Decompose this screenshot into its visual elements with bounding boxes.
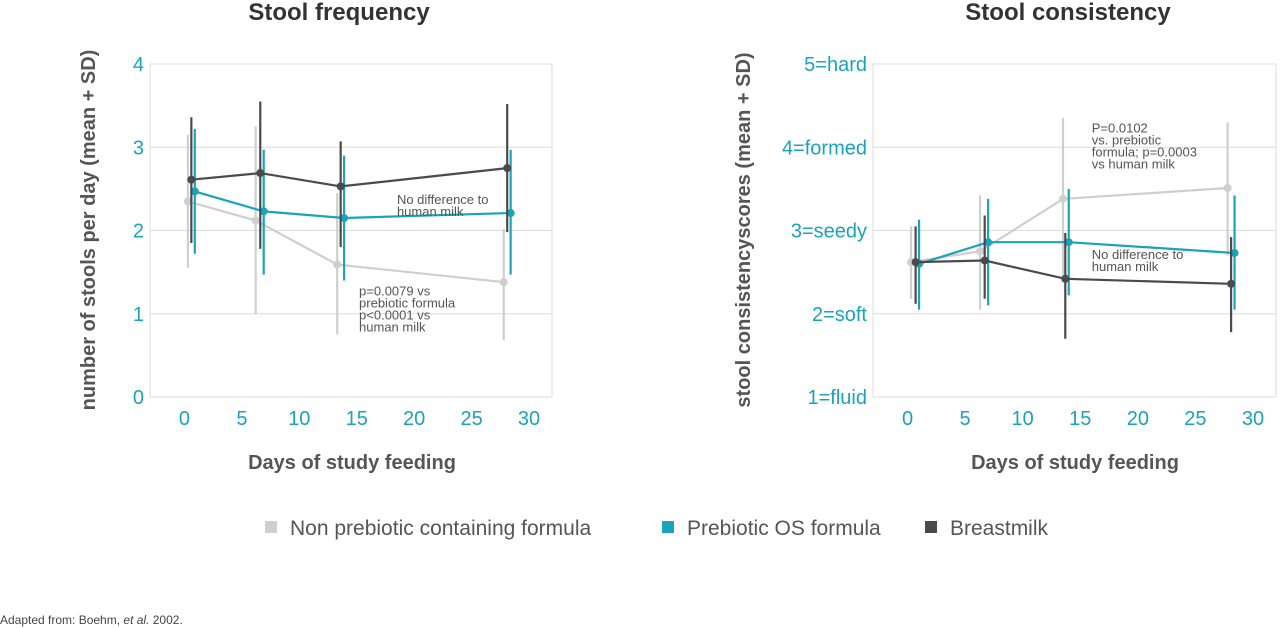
data-point	[1227, 279, 1236, 288]
data-point	[1061, 274, 1070, 283]
x-tick-label: 20	[1127, 408, 1149, 430]
data-point	[976, 247, 985, 256]
legend: Non prebiotic containing formula Prebioti…	[265, 517, 1049, 540]
source-italic: et al.	[123, 613, 149, 627]
x-tick-label: 15	[1069, 408, 1091, 430]
y-tick-label: 4	[133, 54, 144, 76]
annotation: p=0.0079 vs prebiotic formula p<0.0001 vs h…	[359, 283, 456, 334]
legend-swatch	[265, 521, 277, 533]
y-tick-label: 2=soft	[812, 304, 867, 326]
x-tick-label: 15	[346, 408, 368, 430]
x-tick-label: 10	[288, 408, 310, 430]
chart-title: Stool consistency	[965, 0, 1171, 26]
y-tick-label: 3=seedy	[791, 221, 867, 243]
x-tick-label: 10	[1012, 408, 1034, 430]
legend-label: Non prebiotic containing formula	[290, 517, 591, 540]
x-tick-label: 20	[403, 408, 425, 430]
y-axis-label: stool consistencyscores (mean + SD)	[733, 52, 755, 407]
x-tick-label: 30	[1242, 408, 1264, 430]
stool-consistency-chart: Stool consistency Days of study feeding …	[733, 0, 1277, 474]
data-point	[911, 258, 920, 267]
annotation-line: p<0.0001 vs	[359, 307, 431, 322]
series-line	[191, 167, 508, 188]
data-point	[256, 169, 265, 178]
data-point	[190, 187, 199, 196]
source-suffix: 2002.	[149, 613, 182, 627]
annotation: No difference to human milk	[397, 192, 489, 219]
data-point	[503, 164, 512, 173]
data-point	[980, 256, 989, 265]
legend-swatch	[662, 521, 674, 533]
data-point	[1223, 184, 1232, 193]
data-point	[333, 260, 342, 269]
annotation-line: No difference to	[1092, 247, 1184, 262]
x-tick-label: 0	[902, 408, 913, 430]
y-tick-label: 0	[133, 387, 144, 409]
data-point	[1230, 248, 1239, 257]
annotation-line: p=0.0079 vs	[359, 283, 431, 298]
x-tick-label: 5	[960, 408, 971, 430]
annotation-line: vs human milk	[1092, 156, 1176, 171]
annotation-line: prebiotic formula	[359, 295, 456, 310]
data-point	[183, 197, 192, 206]
x-tick-label: 25	[1184, 408, 1206, 430]
annotation: No difference to human milk	[1092, 247, 1184, 274]
annotation-line: vs. prebiotic	[1092, 132, 1162, 147]
y-tick-label: 2	[133, 221, 144, 243]
data-point	[499, 278, 508, 287]
plot-frame	[872, 63, 1277, 398]
x-tick-label: 5	[236, 408, 247, 430]
data-point	[251, 216, 260, 225]
y-tick-label: 1	[133, 304, 144, 326]
annotation-line: human milk	[1092, 259, 1159, 274]
annotation-line: P=0.0102	[1092, 120, 1148, 135]
chart-title: Stool frequency	[248, 0, 430, 26]
x-axis-label: Days of study feeding	[971, 452, 1179, 474]
annotation-line: No difference to	[397, 192, 489, 207]
legend-label: Prebiotic OS formula	[687, 517, 881, 540]
data-point	[187, 175, 196, 184]
annotation-line: formula; p=0.0003	[1092, 144, 1197, 159]
legend-label: Breastmilk	[950, 517, 1049, 540]
series-line	[194, 190, 511, 220]
data-point	[1058, 194, 1067, 203]
x-tick-label: 25	[460, 408, 482, 430]
x-tick-label: 0	[179, 408, 190, 430]
y-tick-label: 3	[133, 137, 144, 159]
data-point	[1064, 238, 1073, 247]
source-prefix: Adapted from: Boehm,	[0, 613, 123, 627]
series-line	[918, 241, 1235, 265]
data-point	[259, 207, 268, 216]
annotation-line: human milk	[359, 319, 426, 334]
annotation: P=0.0102 vs. prebiotic formula; p=0.0003 vs…	[1092, 120, 1197, 171]
series-line	[187, 200, 504, 284]
y-tick-label: 4=formed	[782, 137, 867, 159]
annotation-line: human milk	[397, 204, 464, 219]
series-line	[910, 186, 1228, 264]
source-note: Adapted from: Boehm, et al. 2002.	[0, 613, 183, 627]
series-line	[915, 259, 1232, 285]
y-axis-label: number of stools per day (mean + SD)	[78, 50, 100, 411]
data-point	[340, 214, 349, 223]
plot-frame	[149, 63, 553, 398]
stool-frequency-chart: Stool frequency Days of study feeding nu…	[78, 0, 553, 474]
data-point	[336, 182, 345, 191]
data-point	[506, 209, 515, 218]
data-point	[984, 238, 993, 247]
x-tick-label: 30	[518, 408, 540, 430]
legend-swatch	[925, 521, 937, 533]
y-tick-label: 5=hard	[804, 54, 867, 76]
x-axis-label: Days of study feeding	[248, 452, 456, 474]
y-tick-label: 1=fluid	[808, 387, 868, 409]
